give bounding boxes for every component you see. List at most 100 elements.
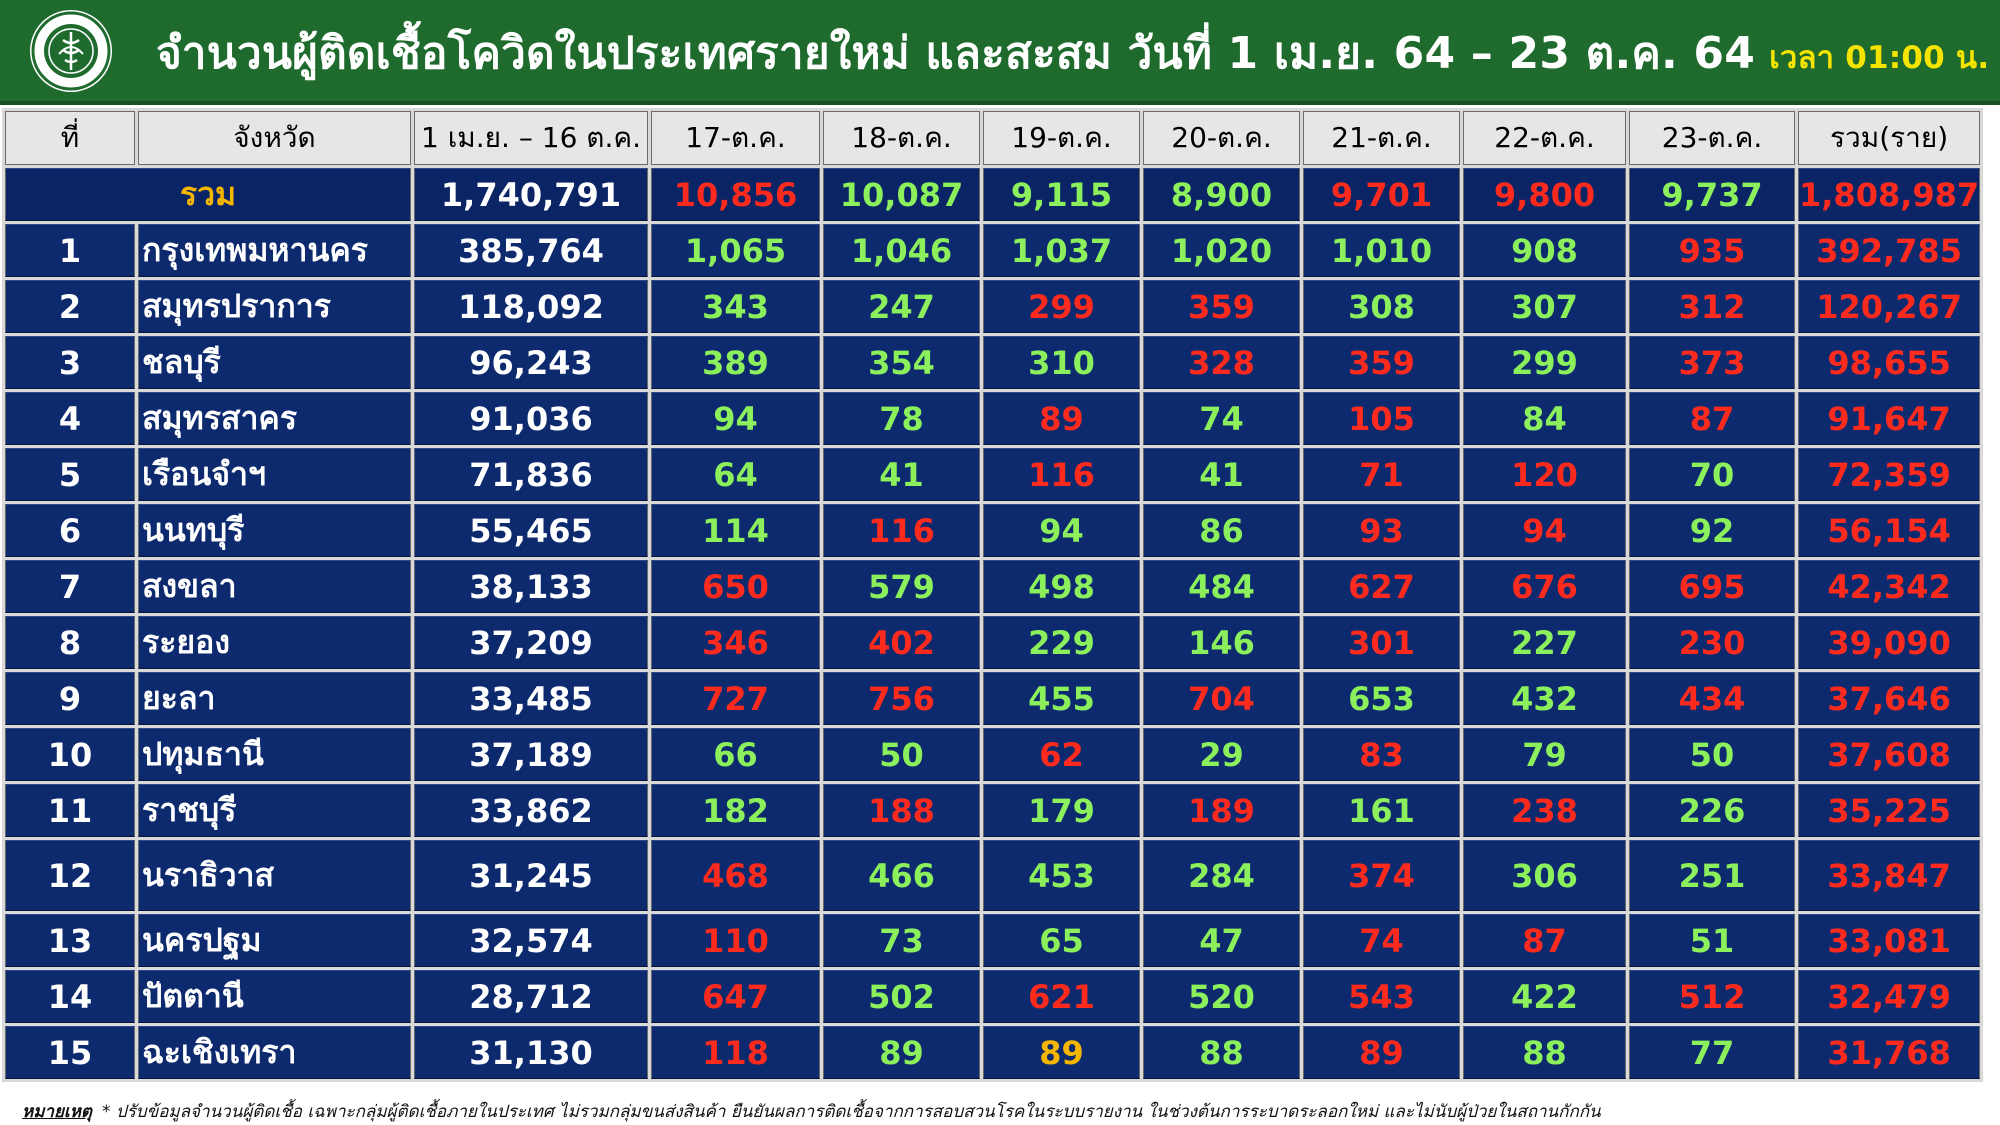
sum-cell: 31,768: [1798, 1026, 1981, 1079]
sum-cell: 392,785: [1798, 224, 1981, 277]
sum-cell: 33,847: [1798, 840, 1981, 911]
day-cell: 74: [1303, 914, 1460, 967]
day-cell: 94: [983, 504, 1140, 557]
cumulative-cell: 33,485: [414, 672, 648, 725]
day-cell: 74: [1143, 392, 1300, 445]
province-name: ราชบุรี: [138, 784, 411, 837]
day-cell: 402: [823, 616, 980, 669]
total-day-cell: 8,900: [1143, 168, 1300, 221]
day-cell: 676: [1463, 560, 1626, 613]
cumulative-cell: 385,764: [414, 224, 648, 277]
province-name: ยะลา: [138, 672, 411, 725]
table-row: 12 นราธิวาส 31,245 468 466 453 284 374 306 251 33,…: [5, 840, 1981, 911]
day-cell: 512: [1629, 970, 1795, 1023]
day-cell: 116: [823, 504, 980, 557]
row-number: 10: [5, 728, 135, 781]
day-cell: 251: [1629, 840, 1795, 911]
day-cell: 89: [983, 392, 1140, 445]
row-number: 11: [5, 784, 135, 837]
day-cell: 247: [823, 280, 980, 333]
title-text: จำนวนผู้ติดเชื้อโควิดในประเทศรายใหม่ และ…: [156, 28, 1756, 79]
cumulative-cell: 37,209: [414, 616, 648, 669]
col-header-day: 17-ต.ค.: [651, 111, 820, 165]
total-cumulative: 1,740,791: [414, 168, 648, 221]
day-cell: 908: [1463, 224, 1626, 277]
day-cell: 84: [1463, 392, 1626, 445]
table-row: 9 ยะลา 33,485 727 756 455 704 653 432 434 37,646: [5, 672, 1981, 725]
row-number: 14: [5, 970, 135, 1023]
day-cell: 50: [1629, 728, 1795, 781]
day-cell: 83: [1303, 728, 1460, 781]
total-day-cell: 9,800: [1463, 168, 1626, 221]
day-cell: 227: [1463, 616, 1626, 669]
day-cell: 79: [1463, 728, 1626, 781]
sum-cell: 56,154: [1798, 504, 1981, 557]
sum-cell: 37,646: [1798, 672, 1981, 725]
day-cell: 422: [1463, 970, 1626, 1023]
day-cell: 502: [823, 970, 980, 1023]
day-cell: 359: [1303, 336, 1460, 389]
day-cell: 695: [1629, 560, 1795, 613]
table-row: 8 ระยอง 37,209 346 402 229 146 301 227 230 39,090: [5, 616, 1981, 669]
day-cell: 627: [1303, 560, 1460, 613]
day-cell: 647: [651, 970, 820, 1023]
day-cell: 756: [823, 672, 980, 725]
day-cell: 650: [651, 560, 820, 613]
cumulative-cell: 55,465: [414, 504, 648, 557]
day-cell: 727: [651, 672, 820, 725]
day-cell: 230: [1629, 616, 1795, 669]
day-cell: 78: [823, 392, 980, 445]
row-number: 1: [5, 224, 135, 277]
table-row: 5 เรือนจำฯ 71,836 64 41 116 41 71 120 70 72,359: [5, 448, 1981, 501]
day-cell: 88: [1463, 1026, 1626, 1079]
sum-cell: 42,342: [1798, 560, 1981, 613]
province-name: นราธิวาส: [138, 840, 411, 911]
day-cell: 226: [1629, 784, 1795, 837]
day-cell: 77: [1629, 1026, 1795, 1079]
day-cell: 498: [983, 560, 1140, 613]
day-cell: 41: [1143, 448, 1300, 501]
day-cell: 93: [1303, 504, 1460, 557]
row-number: 5: [5, 448, 135, 501]
day-cell: 343: [651, 280, 820, 333]
col-header-day: 21-ต.ค.: [1303, 111, 1460, 165]
day-cell: 307: [1463, 280, 1626, 333]
table-row: 3 ชลบุรี 96,243 389 354 310 328 359 299 373 98,655: [5, 336, 1981, 389]
day-cell: 346: [651, 616, 820, 669]
row-number: 7: [5, 560, 135, 613]
table-row: 6 นนทบุรี 55,465 114 116 94 86 93 94 92 56,154: [5, 504, 1981, 557]
day-cell: 65: [983, 914, 1140, 967]
table-row: 7 สงขลา 38,133 650 579 498 484 627 676 695 42,342: [5, 560, 1981, 613]
total-sum: 1,808,987: [1798, 168, 1981, 221]
day-cell: 146: [1143, 616, 1300, 669]
table-row: 4 สมุทรสาคร 91,036 94 78 89 74 105 84 87 91,647: [5, 392, 1981, 445]
row-number: 4: [5, 392, 135, 445]
row-number: 13: [5, 914, 135, 967]
cumulative-cell: 33,862: [414, 784, 648, 837]
day-cell: 466: [823, 840, 980, 911]
day-cell: 543: [1303, 970, 1460, 1023]
table-row: 11 ราชบุรี 33,862 182 188 179 189 161 238 226 35,2…: [5, 784, 1981, 837]
day-cell: 94: [651, 392, 820, 445]
day-cell: 1,020: [1143, 224, 1300, 277]
province-name: สงขลา: [138, 560, 411, 613]
province-name: ปัตตานี: [138, 970, 411, 1023]
day-cell: 935: [1629, 224, 1795, 277]
day-cell: 434: [1629, 672, 1795, 725]
day-cell: 87: [1629, 392, 1795, 445]
province-name: เรือนจำฯ: [138, 448, 411, 501]
table-row: 14 ปัตตานี 28,712 647 502 621 520 543 422 512 32,4…: [5, 970, 1981, 1023]
day-cell: 653: [1303, 672, 1460, 725]
day-cell: 299: [983, 280, 1140, 333]
day-cell: 71: [1303, 448, 1460, 501]
day-cell: 89: [823, 1026, 980, 1079]
sum-cell: 39,090: [1798, 616, 1981, 669]
day-cell: 432: [1463, 672, 1626, 725]
day-cell: 89: [1303, 1026, 1460, 1079]
day-cell: 110: [651, 914, 820, 967]
day-cell: 453: [983, 840, 1140, 911]
table-row: 10 ปทุมธานี 37,189 66 50 62 29 83 79 50 37,608: [5, 728, 1981, 781]
day-cell: 188: [823, 784, 980, 837]
col-header-day: 20-ต.ค.: [1143, 111, 1300, 165]
day-cell: 229: [983, 616, 1140, 669]
